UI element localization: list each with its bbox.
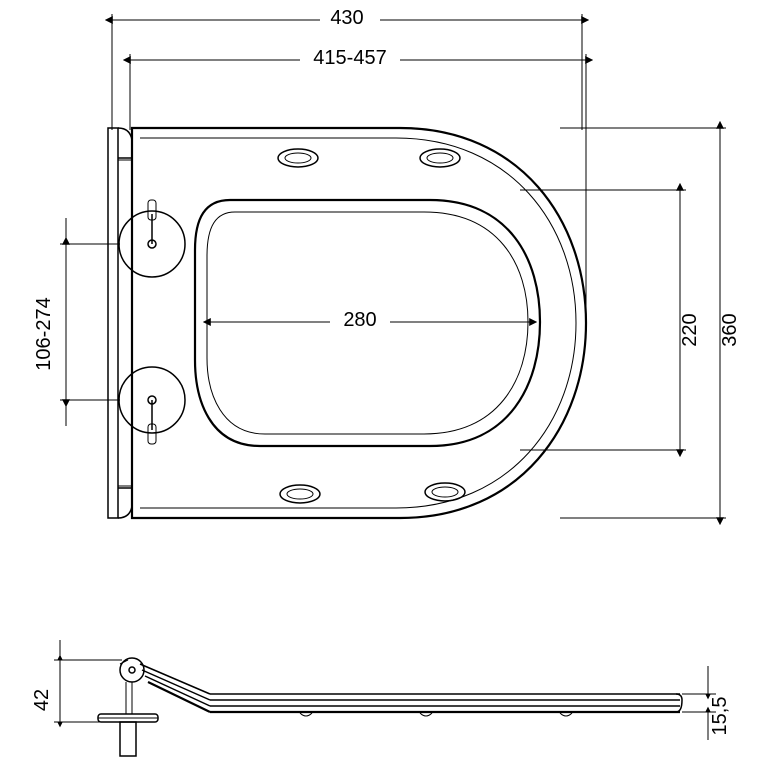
dim-inner-280: 280 bbox=[210, 308, 530, 332]
dim-106-274-label: 106-274 bbox=[33, 297, 55, 370]
dim-inner-label: 280 bbox=[343, 309, 376, 331]
dim-hinge-106-274: 106-274 bbox=[33, 218, 120, 426]
dim-430-label: 430 bbox=[330, 7, 363, 29]
dim-220-label: 220 bbox=[679, 313, 701, 346]
mounting-post bbox=[98, 682, 158, 756]
hinge-rail bbox=[108, 128, 132, 518]
dim-height-220: 220 bbox=[520, 190, 701, 450]
dim-360-label: 360 bbox=[719, 313, 741, 346]
top-view: 280 bbox=[108, 128, 586, 518]
dim-width-415-457: 415-457 bbox=[130, 46, 586, 320]
dim-42-label: 42 bbox=[31, 689, 53, 711]
dim-side-15-5: 15,5 bbox=[682, 666, 731, 740]
dim-415-457-label: 415-457 bbox=[313, 47, 386, 69]
dim-side-42: 42 bbox=[31, 640, 122, 722]
dim-height-360: 360 bbox=[560, 128, 741, 518]
dim-15-5-label: 15,5 bbox=[709, 697, 731, 736]
side-view bbox=[98, 658, 682, 756]
hinge-pin-top bbox=[119, 200, 185, 277]
hinge-pin-bottom bbox=[119, 367, 185, 444]
